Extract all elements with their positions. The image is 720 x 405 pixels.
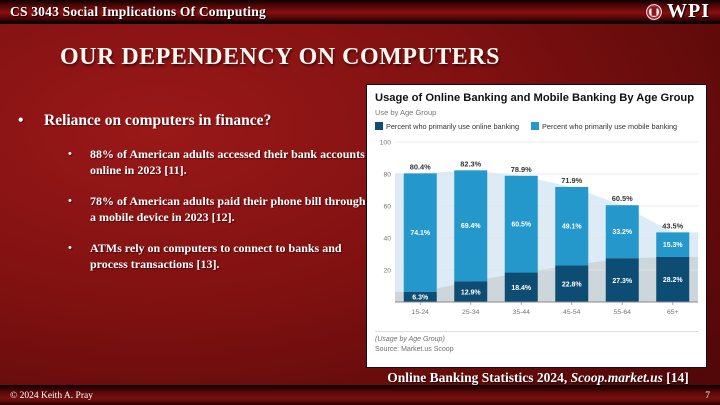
- chart-title: Usage of Online Banking and Mobile Banki…: [375, 92, 695, 104]
- chart-footnote: (Usage by Age Group): [375, 330, 698, 343]
- wpi-seal-icon: [645, 2, 663, 21]
- svg-text:60.5%: 60.5%: [612, 194, 633, 203]
- svg-text:80: 80: [383, 171, 391, 178]
- plot-wrap: 20 40 60 80 100 80.4% 74.1% 6.3% 15-24 82.3% 69.4%…: [375, 136, 698, 326]
- sub-bullet-list: • 88% of American adults accessed their …: [68, 147, 366, 273]
- svg-text:60: 60: [383, 203, 391, 210]
- legend-item-online: Percent who primarily use online banking: [375, 122, 519, 131]
- list-item: • 78% of American adults paid their phon…: [68, 194, 366, 225]
- course-title: CS 3043 Social Implications Of Computing: [10, 3, 266, 19]
- legend-swatch-mobile-icon: [531, 122, 540, 131]
- footer-bar: © 2024 Keith A. Pray 7: [0, 385, 720, 405]
- svg-text:15.3%: 15.3%: [663, 242, 684, 249]
- svg-text:6.3%: 6.3%: [412, 294, 429, 301]
- svg-text:74.1%: 74.1%: [410, 230, 431, 237]
- svg-text:25-34: 25-34: [462, 309, 480, 316]
- bullet-dot: •: [18, 112, 24, 129]
- svg-text:49.1%: 49.1%: [562, 224, 583, 231]
- sub-bullet-text: 88% of American adults accessed their ba…: [90, 147, 365, 177]
- svg-text:35-44: 35-44: [513, 309, 531, 316]
- svg-text:80.4%: 80.4%: [410, 162, 431, 171]
- bullet-dot: •: [68, 195, 72, 208]
- svg-text:65+: 65+: [667, 309, 679, 316]
- svg-text:18.4%: 18.4%: [511, 285, 532, 292]
- svg-text:20: 20: [383, 267, 391, 274]
- chart-subtitle: Use by Age Group: [375, 107, 437, 117]
- caption-source-name: Scoop.market.us: [570, 370, 663, 385]
- svg-text:100: 100: [380, 139, 392, 146]
- bullet-main-text: Reliance on computers in finance?: [44, 112, 272, 129]
- legend-label: Percent who primarily use mobile banking: [542, 121, 678, 131]
- svg-text:40: 40: [383, 235, 391, 242]
- svg-text:69.4%: 69.4%: [461, 223, 482, 230]
- list-item: • 88% of American adults accessed their …: [68, 147, 366, 178]
- page-title: OUR DEPENDENCY ON COMPUTERS: [60, 44, 500, 70]
- svg-text:33.2%: 33.2%: [612, 229, 633, 236]
- svg-text:27.3%: 27.3%: [612, 278, 633, 285]
- bullet-main: • Reliance on computers in finance?: [18, 112, 366, 130]
- chart-panel: Usage of Online Banking and Mobile Banki…: [366, 84, 707, 368]
- svg-text:60.5%: 60.5%: [511, 221, 532, 228]
- bullet-dot: •: [68, 148, 72, 160]
- chart-plot: 20 40 60 80 100 80.4% 74.1% 6.3% 15-24 82.3% 69.4%…: [380, 139, 698, 316]
- legend-swatch-online-icon: [375, 122, 383, 131]
- legend-label: Percent who primarily use online banking: [386, 121, 520, 131]
- svg-text:82.3%: 82.3%: [460, 159, 481, 168]
- svg-text:28.2%: 28.2%: [663, 277, 684, 284]
- sub-bullet-text: ATMs rely on computers to connect to ban…: [90, 241, 342, 271]
- svg-text:15-24: 15-24: [412, 309, 430, 316]
- svg-text:71.9%: 71.9%: [561, 176, 582, 185]
- svg-text:22.8%: 22.8%: [562, 281, 583, 288]
- svg-text:55-64: 55-64: [614, 309, 632, 316]
- svg-text:45-54: 45-54: [563, 309, 581, 316]
- svg-text:43.5%: 43.5%: [662, 221, 683, 230]
- copyright-text: © 2024 Keith A. Pray: [10, 390, 93, 401]
- wpi-logo-text: WPI: [667, 0, 710, 22]
- chart-legend: Percent who primarily use online banking…: [375, 122, 698, 131]
- svg-text:12.9%: 12.9%: [461, 289, 482, 296]
- sub-bullet-text: 78% of American adults paid their phone …: [90, 194, 366, 224]
- svg-text:78.9%: 78.9%: [511, 165, 532, 174]
- page-number: 7: [705, 390, 710, 401]
- legend-item-mobile: Percent who primarily use mobile banking: [531, 122, 677, 131]
- bullet-list: • Reliance on computers in finance? • 88…: [18, 112, 366, 289]
- wpi-logo: WPI: [645, 0, 710, 23]
- chart-citation: Online Banking Statistics 2024, Scoop.ma…: [366, 370, 710, 386]
- bullet-dot: •: [68, 242, 72, 255]
- chart-source: Source: Market.us Scoop: [375, 345, 454, 353]
- caption-prefix: Online Banking Statistics 2024,: [387, 370, 571, 385]
- top-bar: CS 3043 Social Implications Of Computing…: [0, 0, 720, 24]
- caption-suffix: [14]: [662, 370, 689, 385]
- list-item: • ATMs rely on computers to connect to b…: [68, 241, 366, 272]
